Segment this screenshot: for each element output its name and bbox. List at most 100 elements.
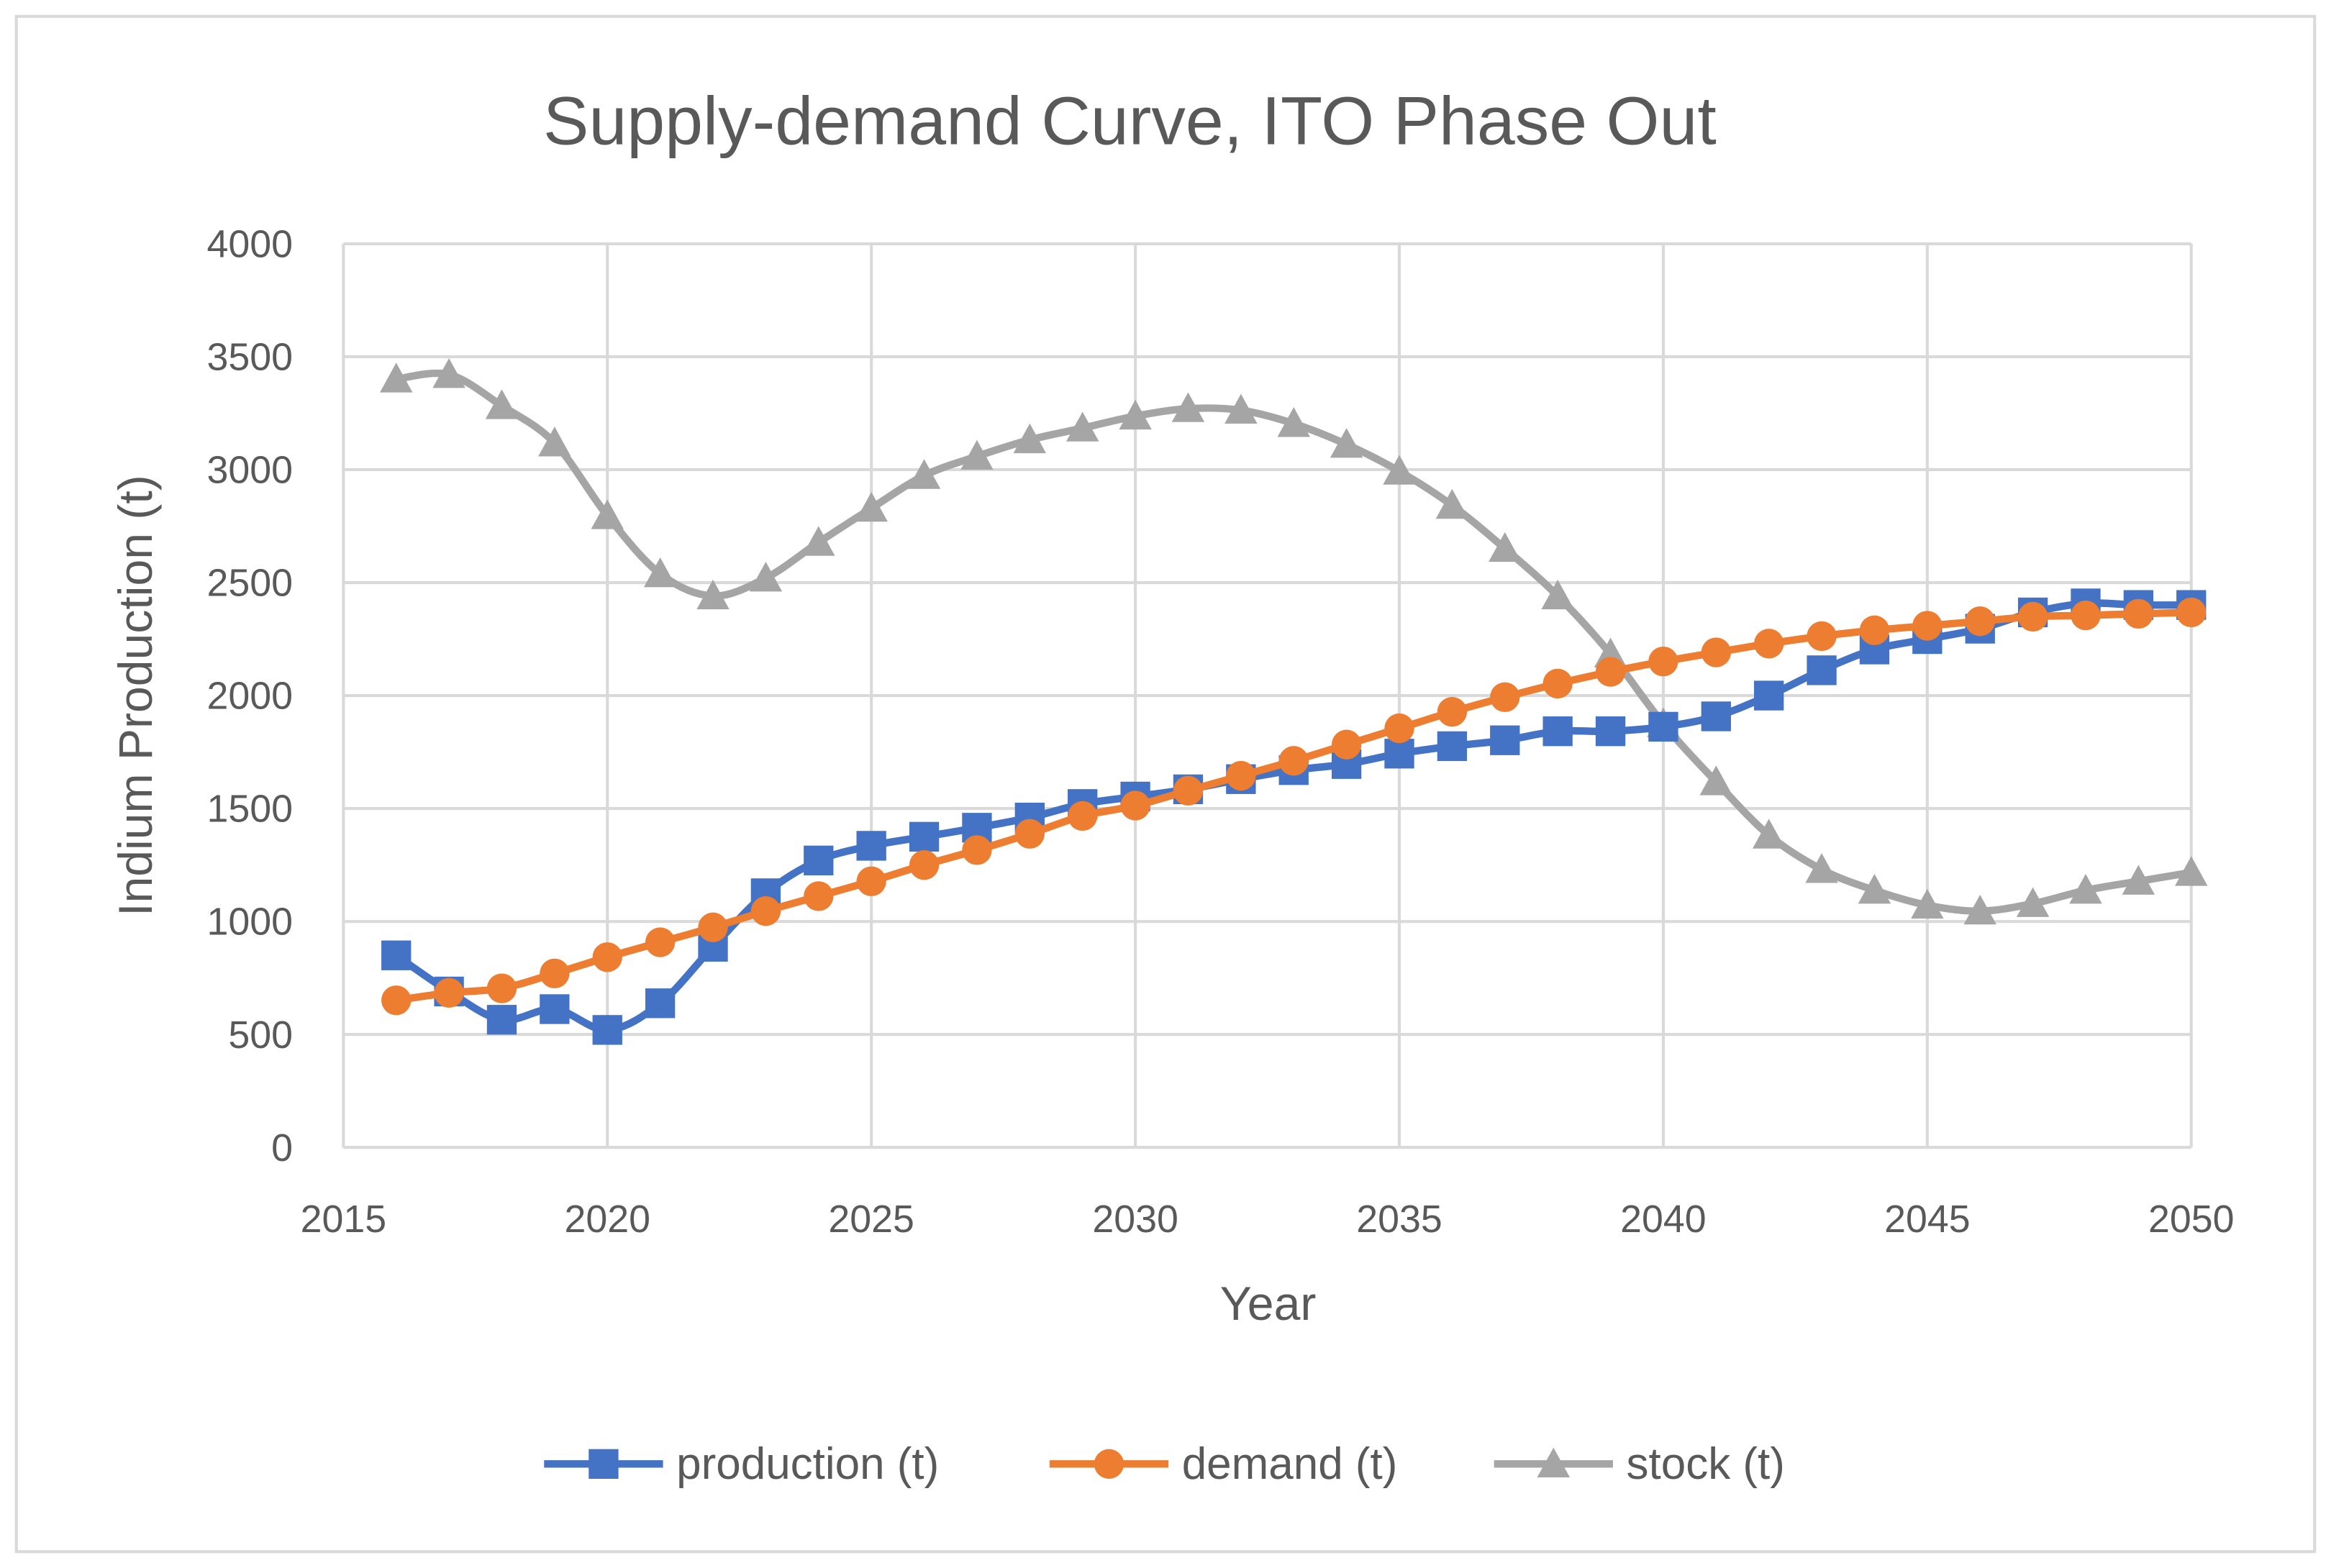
data-point bbox=[1701, 637, 1731, 667]
data-point bbox=[1119, 399, 1152, 430]
data-point bbox=[1226, 760, 1256, 791]
x-axis-ticks: 2015 2020 2025 2030 2035 2040 2045 2050 bbox=[301, 1198, 2235, 1241]
data-point bbox=[381, 985, 412, 1016]
data-point bbox=[2122, 865, 2155, 895]
data-point bbox=[1807, 621, 1837, 652]
data-point bbox=[1384, 713, 1414, 744]
x-tick-label: 2030 bbox=[1092, 1198, 1178, 1241]
data-point bbox=[1490, 725, 1520, 755]
data-point bbox=[1754, 629, 1784, 659]
data-point bbox=[749, 562, 783, 592]
legend-marker bbox=[1094, 1449, 1124, 1480]
data-point bbox=[1911, 888, 1944, 919]
data-point bbox=[1437, 731, 1468, 762]
data-point bbox=[2123, 598, 2154, 629]
data-point bbox=[1490, 682, 1520, 712]
data-point bbox=[960, 439, 994, 470]
data-point bbox=[2069, 874, 2102, 904]
data-point bbox=[592, 1015, 622, 1045]
data-point bbox=[962, 835, 992, 865]
data-point bbox=[379, 363, 413, 393]
legend-marker bbox=[589, 1449, 619, 1480]
y-tick-label: 3000 bbox=[207, 449, 294, 492]
x-tick-label: 2025 bbox=[828, 1198, 914, 1241]
data-point bbox=[855, 491, 888, 522]
data-point bbox=[802, 526, 835, 556]
data-point bbox=[1171, 392, 1205, 422]
legend-item: production (t) bbox=[544, 1439, 939, 1489]
x-tick-label: 2045 bbox=[1884, 1198, 1971, 1241]
data-point bbox=[540, 958, 570, 989]
data-point bbox=[645, 927, 676, 957]
x-tick-label: 2015 bbox=[301, 1198, 387, 1241]
y-tick-label: 0 bbox=[271, 1126, 293, 1170]
data-point bbox=[1542, 668, 1573, 699]
data-point bbox=[1437, 697, 1468, 727]
series-circle bbox=[381, 597, 2207, 1016]
data-point bbox=[909, 821, 940, 852]
legend-item: demand (t) bbox=[1049, 1439, 1398, 1489]
legend: production (t) demand (t) stock (t) bbox=[544, 1439, 1785, 1489]
data-point bbox=[1858, 874, 1891, 904]
y-tick-label: 4000 bbox=[207, 222, 294, 265]
data-point bbox=[2071, 600, 2101, 631]
data-point bbox=[2175, 856, 2208, 886]
data-point bbox=[591, 499, 624, 529]
data-point bbox=[432, 358, 465, 388]
data-point bbox=[1807, 655, 1837, 685]
data-point bbox=[1065, 411, 1099, 442]
data-point bbox=[485, 389, 519, 419]
data-point bbox=[856, 831, 886, 861]
x-axis-title: Year bbox=[1220, 1277, 1317, 1331]
y-axis-ticks: 0 500 1000 1500 2000 2500 3000 3500 4000 bbox=[207, 222, 294, 1169]
data-point bbox=[2017, 601, 2048, 632]
data-point bbox=[1383, 455, 1416, 485]
data-point bbox=[1173, 775, 1204, 806]
data-point bbox=[804, 845, 834, 875]
data-point bbox=[1859, 615, 1890, 645]
x-tick-label: 2035 bbox=[1356, 1198, 1442, 1241]
chart-border bbox=[14, 14, 2317, 1554]
y-tick-label: 3500 bbox=[207, 336, 294, 379]
y-tick-label: 2500 bbox=[207, 562, 294, 605]
data-point bbox=[2176, 597, 2207, 628]
data-point bbox=[540, 994, 570, 1024]
data-point bbox=[1120, 790, 1150, 821]
data-point bbox=[381, 940, 412, 970]
data-point bbox=[1068, 801, 1098, 831]
legend-item: stock (t) bbox=[1494, 1439, 1785, 1489]
data-point bbox=[1701, 701, 1731, 731]
data-point bbox=[1965, 606, 1995, 637]
data-point bbox=[1699, 765, 1733, 796]
data-point bbox=[1963, 894, 1996, 925]
data-point bbox=[1752, 819, 1786, 849]
data-point bbox=[1013, 423, 1047, 454]
data-point bbox=[486, 973, 517, 1003]
data-point bbox=[1542, 716, 1573, 747]
data-point bbox=[1648, 646, 1678, 677]
data-point bbox=[1648, 711, 1678, 742]
legend-label: production (t) bbox=[676, 1439, 939, 1489]
series-triangle bbox=[379, 358, 2208, 925]
data-point bbox=[1595, 657, 1626, 687]
chart-title: Supply-demand Curve, ITO Phase Out bbox=[543, 83, 1717, 159]
legend-label: demand (t) bbox=[1182, 1439, 1398, 1489]
data-point bbox=[696, 579, 730, 610]
data-point bbox=[538, 427, 571, 457]
y-tick-label: 2000 bbox=[207, 675, 294, 718]
data-point bbox=[486, 1005, 517, 1035]
data-point bbox=[1330, 428, 1363, 458]
data-point bbox=[750, 896, 781, 926]
x-tick-label: 2020 bbox=[564, 1198, 650, 1241]
y-axis-title: Indium Production (t) bbox=[109, 475, 163, 916]
data-point bbox=[434, 977, 464, 1008]
legend-label: stock (t) bbox=[1627, 1439, 1785, 1489]
data-point bbox=[1331, 729, 1362, 760]
data-point bbox=[804, 881, 834, 911]
data-point bbox=[2016, 887, 2050, 917]
x-tick-label: 2050 bbox=[2148, 1198, 2235, 1241]
y-tick-label: 1500 bbox=[207, 788, 294, 831]
data-point bbox=[1541, 579, 1574, 610]
data-point bbox=[1489, 532, 1522, 562]
